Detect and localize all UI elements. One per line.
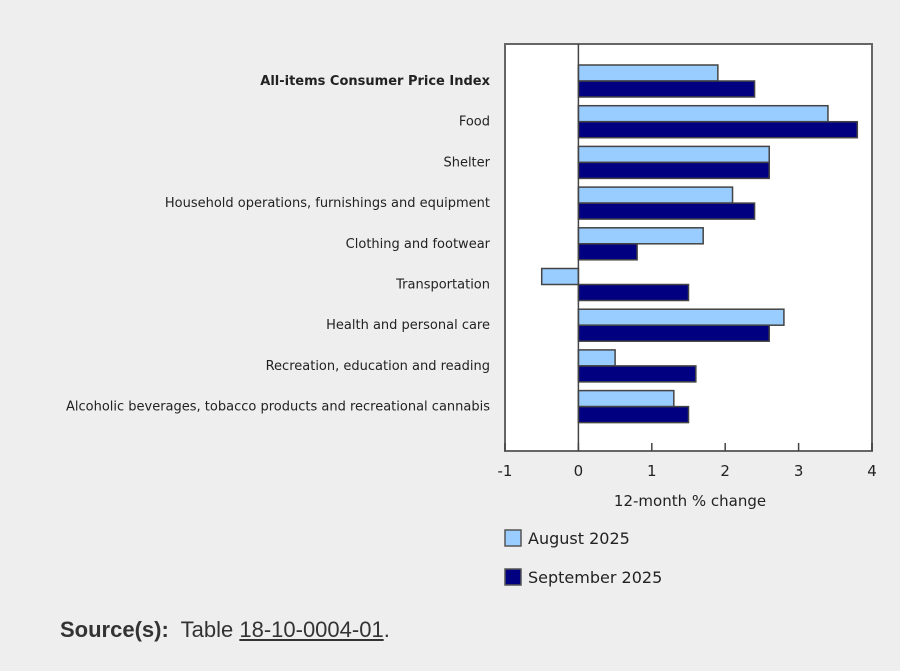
- category-label: Clothing and footwear: [346, 237, 491, 252]
- bar-chart: -1 0 1 2 3 4 All-items Consumer Price Index Fo…: [66, 43, 877, 587]
- bar-september: [577, 80, 756, 98]
- legend: August 2025 September 2025: [504, 529, 662, 587]
- category-label: Food: [459, 115, 490, 130]
- category-label: Household operations, furnishings and eq…: [165, 196, 490, 211]
- bar-august: [577, 186, 734, 204]
- x-tick-label: 4: [867, 462, 877, 480]
- x-tick-label: 2: [720, 462, 730, 480]
- bar-september: [577, 243, 638, 261]
- bar-august: [577, 389, 675, 408]
- category-label: Health and personal care: [326, 318, 490, 333]
- legend-swatch: [504, 529, 522, 547]
- bar-august: [540, 267, 580, 286]
- source-table-link[interactable]: 18-10-0004-01: [239, 617, 384, 642]
- source-text: Table: [180, 617, 234, 642]
- bar-september: [577, 365, 697, 383]
- source-note: Source(s): Table 18-10-0004-01.: [60, 617, 390, 643]
- bar-august: [577, 104, 829, 123]
- category-label: Shelter: [443, 155, 490, 170]
- bar-august: [577, 227, 704, 245]
- legend-label: September 2025: [528, 568, 662, 587]
- legend-label: August 2025: [528, 529, 630, 548]
- bar-september: [577, 283, 690, 302]
- bar-september: [577, 202, 756, 220]
- bar-august: [577, 64, 719, 82]
- source-label: Source(s):: [60, 617, 169, 642]
- bar-august: [577, 349, 616, 367]
- category-label: Transportation: [395, 278, 490, 293]
- category-label: Recreation, education and reading: [266, 359, 490, 374]
- category-label: All-items Consumer Price Index: [260, 74, 490, 89]
- bar-september: [577, 324, 770, 342]
- category-label: Alcoholic beverages, tobacco products an…: [66, 400, 490, 415]
- bar-september: [577, 405, 690, 424]
- x-tick-label: 0: [574, 462, 584, 480]
- x-tick-label: 3: [794, 462, 804, 480]
- bar-september: [577, 161, 770, 180]
- bar-september: [577, 120, 859, 139]
- x-tick-label: 1: [647, 462, 657, 480]
- legend-swatch: [504, 568, 522, 586]
- x-tick-label: -1: [498, 462, 513, 480]
- bar-august: [577, 145, 770, 164]
- bar-august: [577, 308, 785, 326]
- source-suffix: .: [383, 617, 390, 642]
- x-axis-title: 12-month % change: [614, 492, 766, 510]
